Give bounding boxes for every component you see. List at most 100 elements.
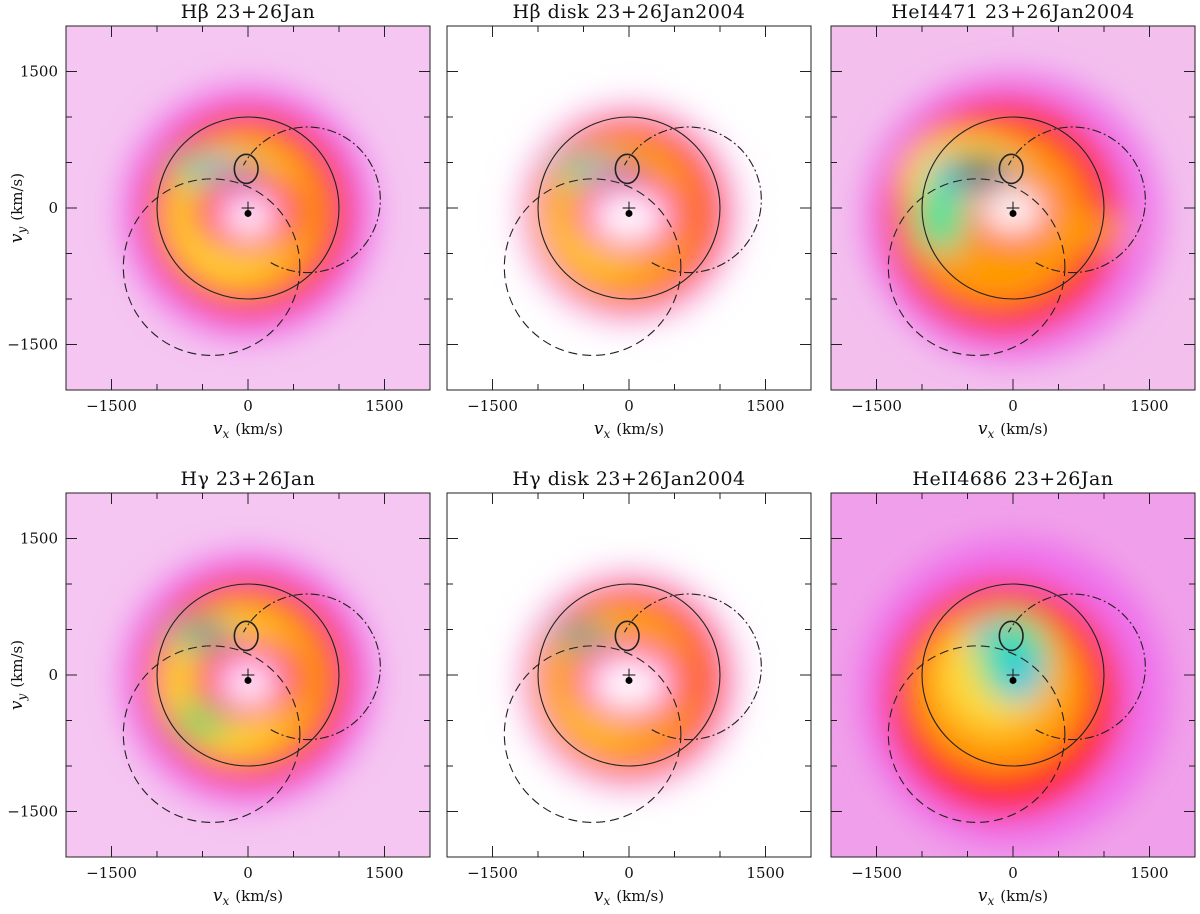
emission-blob-8 — [594, 662, 664, 708]
outer-disk-circle — [921, 116, 1105, 300]
x-tick-label: −1500 — [467, 397, 518, 415]
panel-title: Hγ 23+26Jan — [181, 468, 316, 490]
white-dwarf-dot — [1009, 676, 1017, 684]
stream-trajectory — [242, 593, 381, 741]
x-axis-label: vx (km/s) — [978, 886, 1048, 908]
y-tick-label: 1500 — [20, 63, 58, 81]
outer-disk-circle — [156, 116, 340, 300]
white-dwarf-dot — [1009, 209, 1017, 217]
y-axis-label: vy(km/s) — [7, 173, 29, 243]
y-tick-label: 0 — [48, 199, 58, 217]
secondary-roche-lobe — [998, 620, 1024, 652]
x-tick-label: 1500 — [365, 864, 403, 882]
secondary-roche-lobe — [233, 620, 259, 652]
ticks — [65, 25, 431, 391]
emission-blob-9 — [237, 163, 259, 184]
panel-3: Hγ 23+26Jan −1500 0 1500 −1500 0 1500 vx (km/s) v… — [7, 468, 431, 908]
dashed-circle — [503, 645, 682, 823]
x-tick-label: 0 — [243, 397, 253, 415]
x-tick-label: −1500 — [86, 397, 137, 415]
outer-disk-circle — [537, 116, 721, 300]
ticks — [65, 492, 431, 858]
panel-4: Hγ disk 23+26Jan2004 −1500 0 1500 vx (km/s) — [446, 468, 812, 908]
x-tick-label: 1500 — [746, 864, 784, 882]
emission-blob-6 — [967, 623, 1004, 645]
dashed-circle — [122, 178, 301, 356]
emission-blob-6 — [951, 157, 1006, 182]
panel-0: Hβ 23+26Jan −1500 0 1500 −1500 0 1500 vx (km/s) v… — [7, 1, 431, 441]
y-tick-label: −1500 — [7, 336, 58, 354]
x-axis-label: vx (km/s) — [594, 886, 664, 908]
secondary-roche-lobe — [614, 153, 640, 185]
secondary-roche-lobe — [998, 153, 1024, 185]
stream-trajectory — [623, 593, 762, 741]
secondary-roche-lobe — [233, 153, 259, 185]
x-axis-label: vx (km/s) — [213, 419, 283, 441]
emission-blob-5 — [576, 157, 619, 178]
dashed-circle — [503, 178, 682, 356]
outer-disk-circle — [156, 583, 340, 767]
dashed-circle — [887, 178, 1066, 356]
panel-2: HeI4471 23+26Jan2004 −1500 0 1500 vx (km/s) — [830, 1, 1196, 441]
intensity-map — [831, 493, 1195, 857]
x-tick-label: 0 — [243, 864, 253, 882]
emission-blob-5 — [1000, 647, 1041, 703]
overlay-curves — [503, 583, 762, 823]
x-tick-label: −1500 — [851, 864, 902, 882]
overlay-curves — [122, 583, 381, 823]
dashed-circle — [887, 645, 1066, 823]
stream-trajectory — [1007, 126, 1146, 274]
white-dwarf-dot — [244, 209, 252, 217]
outer-disk-circle — [537, 583, 721, 767]
x-tick-label: 1500 — [1130, 864, 1168, 882]
x-tick-label: −1500 — [467, 864, 518, 882]
emission-blob-6 — [188, 625, 226, 643]
y-axis-label: vy(km/s) — [7, 640, 29, 710]
ticks — [830, 25, 1196, 391]
x-axis-label: vx (km/s) — [213, 886, 283, 908]
panel-title: Hγ disk 23+26Jan2004 — [512, 468, 745, 490]
y-tick-label: 1500 — [20, 530, 58, 548]
emission-blob-7 — [1040, 216, 1132, 246]
white-dwarf-dot — [244, 676, 252, 684]
emission-blob-5 — [564, 627, 598, 643]
ticks — [446, 25, 812, 391]
x-tick-label: 0 — [1008, 397, 1018, 415]
panel-title: HeI4471 23+26Jan2004 — [891, 1, 1135, 23]
outer-disk-circle — [921, 583, 1105, 767]
x-tick-label: −1500 — [86, 864, 137, 882]
secondary-roche-lobe — [614, 620, 640, 652]
white-dwarf-dot — [625, 209, 633, 217]
intensity-map — [831, 26, 1195, 390]
emission-blob-8 — [226, 200, 274, 236]
dashed-circle — [122, 645, 301, 823]
emission-blob-5 — [193, 156, 239, 178]
overlay-curves — [887, 116, 1146, 356]
ticks — [446, 492, 812, 858]
x-tick-label: 1500 — [365, 397, 403, 415]
panel-title: Hβ 23+26Jan — [181, 1, 316, 23]
overlay-curves — [122, 116, 381, 356]
stream-trajectory — [623, 126, 762, 274]
emission-blob-8 — [596, 196, 662, 240]
emission-blob-9 — [618, 163, 640, 182]
emission-blob-9 — [226, 667, 274, 703]
emission-blob-4 — [914, 180, 966, 254]
panel-1: Hβ disk 23+26Jan2004 −1500 0 1500 vx (km/s) — [446, 1, 812, 441]
x-axis-label: vx (km/s) — [978, 419, 1048, 441]
panel-5: HeII4686 23+26Jan −1500 0 1500 vx (km/s) — [830, 468, 1196, 908]
white-dwarf-dot — [625, 676, 633, 684]
overlay-curves — [503, 116, 762, 356]
x-tick-label: −1500 — [851, 397, 902, 415]
overlay-curves — [887, 583, 1146, 823]
x-tick-label: 0 — [1008, 864, 1018, 882]
panel-title: HeII4686 23+26Jan — [912, 468, 1113, 490]
stream-trajectory — [1007, 593, 1146, 741]
x-tick-label: 0 — [624, 864, 634, 882]
y-tick-label: −1500 — [7, 803, 58, 821]
x-axis-label: vx (km/s) — [594, 419, 664, 441]
ticks — [830, 492, 1196, 858]
stream-trajectory — [242, 126, 381, 274]
panel-title: Hβ disk 23+26Jan2004 — [513, 1, 746, 23]
